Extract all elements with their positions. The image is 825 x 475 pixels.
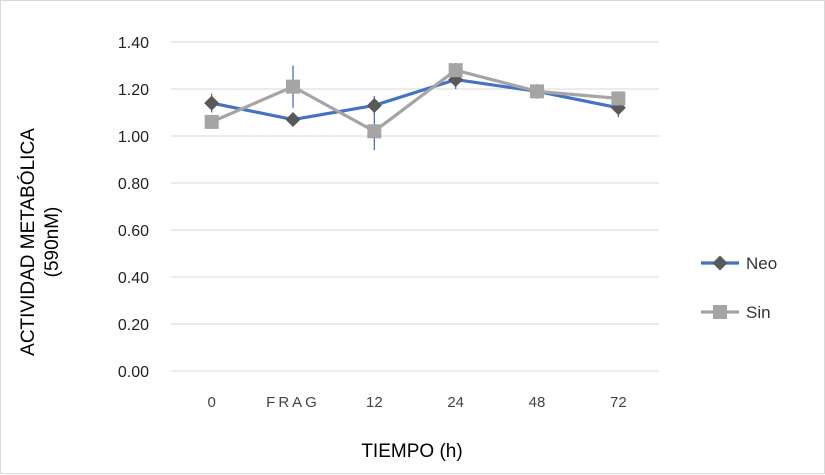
data-point-sin bbox=[611, 91, 626, 106]
data-point-neo bbox=[285, 112, 301, 128]
x-tick-labels: 0 FRAG 12 24 48 72 bbox=[207, 394, 626, 411]
data-point-sin bbox=[204, 114, 219, 129]
x-tick-label: 12 bbox=[366, 394, 383, 411]
data-point-sin bbox=[286, 79, 300, 94]
x-tick-label: 48 bbox=[529, 394, 546, 411]
series-line-sin bbox=[211, 68, 619, 133]
x-tick-label: 0 bbox=[207, 394, 215, 411]
y-tick-label: 0.80 bbox=[118, 176, 149, 193]
legend: Neo Sin bbox=[701, 254, 777, 322]
data-point-sin bbox=[448, 63, 463, 78]
x-tick-label: FRAG bbox=[266, 394, 320, 411]
y-tick-labels: 0.00 0.20 0.40 0.60 0.80 1.00 1.20 1.40 bbox=[118, 35, 149, 381]
y-axis-title-line1: ACTIVIDAD METABÓLICA bbox=[17, 128, 39, 356]
series-group bbox=[204, 63, 626, 151]
y-tick-label: 1.00 bbox=[118, 129, 149, 146]
data-point-neo bbox=[204, 95, 220, 111]
y-axis-title-line2: (590nM) bbox=[42, 207, 63, 278]
legend-marker bbox=[713, 305, 727, 319]
x-tick-label: 24 bbox=[447, 394, 464, 411]
legend-label: Neo bbox=[746, 254, 777, 273]
data-point-sin bbox=[367, 124, 382, 139]
y-tick-label: 1.40 bbox=[118, 35, 149, 52]
data-point-sin bbox=[530, 84, 544, 99]
data-point-neo bbox=[366, 97, 382, 113]
legend-label: Sin bbox=[746, 303, 771, 322]
x-axis-title: TIEMPO (h) bbox=[361, 441, 462, 462]
gridlines bbox=[171, 41, 659, 372]
y-tick-label: 0.40 bbox=[118, 270, 149, 287]
y-axis-title: ACTIVIDAD METABÓLICA (590nM) bbox=[17, 128, 63, 356]
x-tick-label: 72 bbox=[610, 394, 627, 411]
y-tick-label: 1.20 bbox=[118, 82, 149, 99]
legend-marker bbox=[712, 255, 728, 271]
y-tick-label: 0.20 bbox=[118, 317, 149, 334]
y-tick-label: 0.60 bbox=[118, 223, 149, 240]
y-tick-label: 0.00 bbox=[118, 364, 149, 381]
